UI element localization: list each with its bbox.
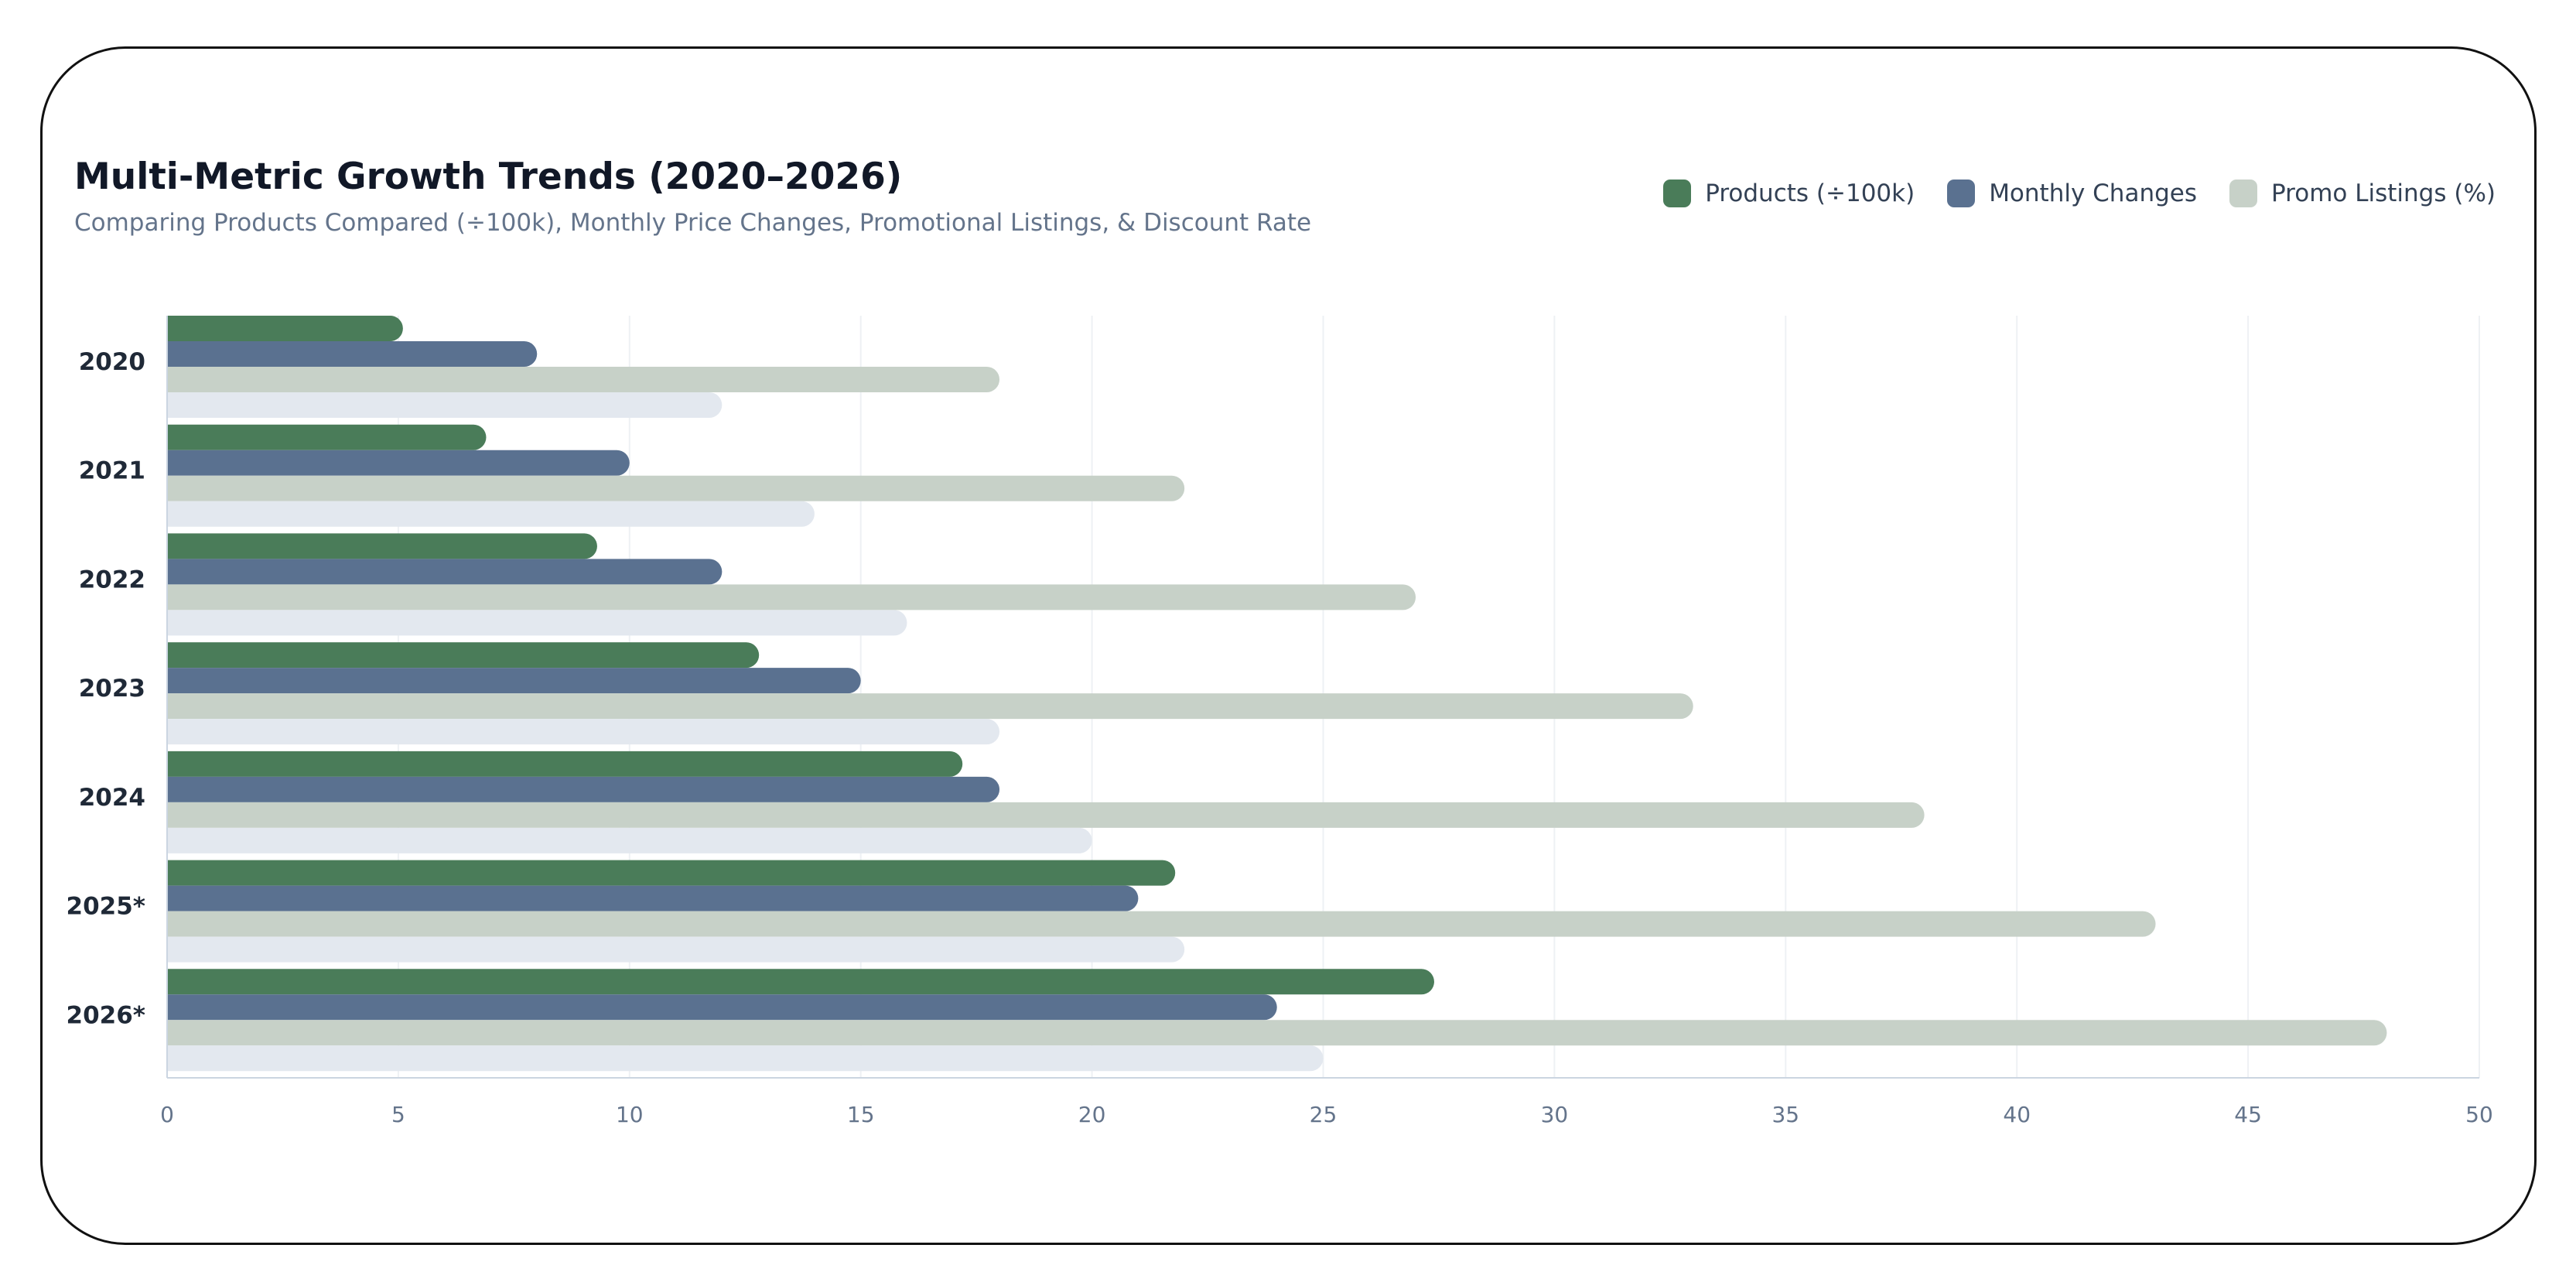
bar-promo-listings[interactable] [167, 802, 1925, 828]
legend-swatch-promo-listings [2229, 180, 2258, 207]
x-tick-label: 10 [616, 1102, 644, 1127]
bar-promo-listings[interactable] [167, 584, 1416, 610]
x-tick-label: 25 [1310, 1102, 1338, 1127]
bar-products[interactable] [167, 751, 963, 777]
legend-item-promo-listings[interactable]: Promo Listings (%) [2229, 180, 2496, 207]
bar-monthly-changes[interactable] [167, 885, 1139, 911]
chart-title: Multi-Metric Growth Trends (2020–2026) [74, 156, 903, 198]
y-tick-label: 2024 [79, 784, 145, 812]
axis-layer: 0 5 10 15 20 25 30 35 40 45 50 2020 2021 2022 2023 2024… [67, 316, 2493, 1127]
bar-monthly-changes[interactable] [167, 559, 723, 585]
bar-monthly-changes[interactable] [167, 776, 1000, 802]
legend-label-promo-listings: Promo Listings (%) [2271, 180, 2496, 207]
y-tick-label: 2026* [67, 1001, 146, 1029]
legend-item-monthly-changes[interactable]: Monthly Changes [1947, 180, 2197, 207]
x-tick-label: 35 [1771, 1102, 1799, 1127]
bar-products[interactable] [167, 533, 597, 559]
x-tick-label: 40 [2003, 1102, 2031, 1127]
legend-label-monthly-changes: Monthly Changes [1989, 180, 2198, 207]
bar-discount-rate[interactable] [167, 392, 723, 418]
bar-promo-listings[interactable] [167, 693, 1693, 720]
bar-promo-listings[interactable] [167, 1020, 2387, 1046]
legend: Products (÷100k) Monthly Changes Promo L… [1663, 180, 2496, 207]
x-tick-label: 0 [160, 1102, 174, 1127]
bar-discount-rate[interactable] [167, 501, 815, 527]
bar-promo-listings[interactable] [167, 367, 1000, 392]
x-tick-label: 20 [1078, 1102, 1106, 1127]
x-tick-label: 5 [391, 1102, 405, 1127]
bar-discount-rate[interactable] [167, 827, 1092, 853]
bar-products[interactable] [167, 316, 403, 341]
x-tick-label: 30 [1541, 1102, 1569, 1127]
y-tick-label: 2025* [67, 893, 146, 921]
bar-layer [167, 316, 2387, 1072]
y-tick-label: 2020 [79, 348, 145, 376]
y-tick-label: 2023 [79, 675, 145, 703]
bar-discount-rate[interactable] [167, 936, 1185, 963]
bar-discount-rate[interactable] [167, 1045, 1324, 1072]
bar-products[interactable] [167, 969, 1434, 995]
bar-discount-rate[interactable] [167, 610, 907, 636]
bar-discount-rate[interactable] [167, 719, 1000, 745]
x-tick-label: 45 [2234, 1102, 2262, 1127]
legend-swatch-monthly-changes [1947, 180, 1976, 207]
bar-products[interactable] [167, 642, 760, 669]
bar-monthly-changes[interactable] [167, 450, 630, 476]
bar-promo-listings[interactable] [167, 475, 1185, 501]
bar-products[interactable] [167, 860, 1176, 886]
y-tick-label: 2022 [79, 566, 145, 593]
legend-item-products[interactable]: Products (÷100k) [1663, 180, 1915, 207]
chart-subtitle: Comparing Products Compared (÷100k), Mon… [74, 209, 1312, 237]
legend-label-products: Products (÷100k) [1705, 180, 1915, 207]
bar-promo-listings[interactable] [167, 911, 2156, 937]
bar-monthly-changes[interactable] [167, 341, 538, 367]
x-tick-label: 50 [2465, 1102, 2493, 1127]
bar-monthly-changes[interactable] [167, 668, 861, 694]
bar-monthly-changes[interactable] [167, 994, 1277, 1021]
y-tick-label: 2021 [79, 457, 145, 485]
bar-products[interactable] [167, 424, 487, 450]
legend-swatch-products [1663, 180, 1692, 207]
x-tick-label: 15 [847, 1102, 875, 1127]
